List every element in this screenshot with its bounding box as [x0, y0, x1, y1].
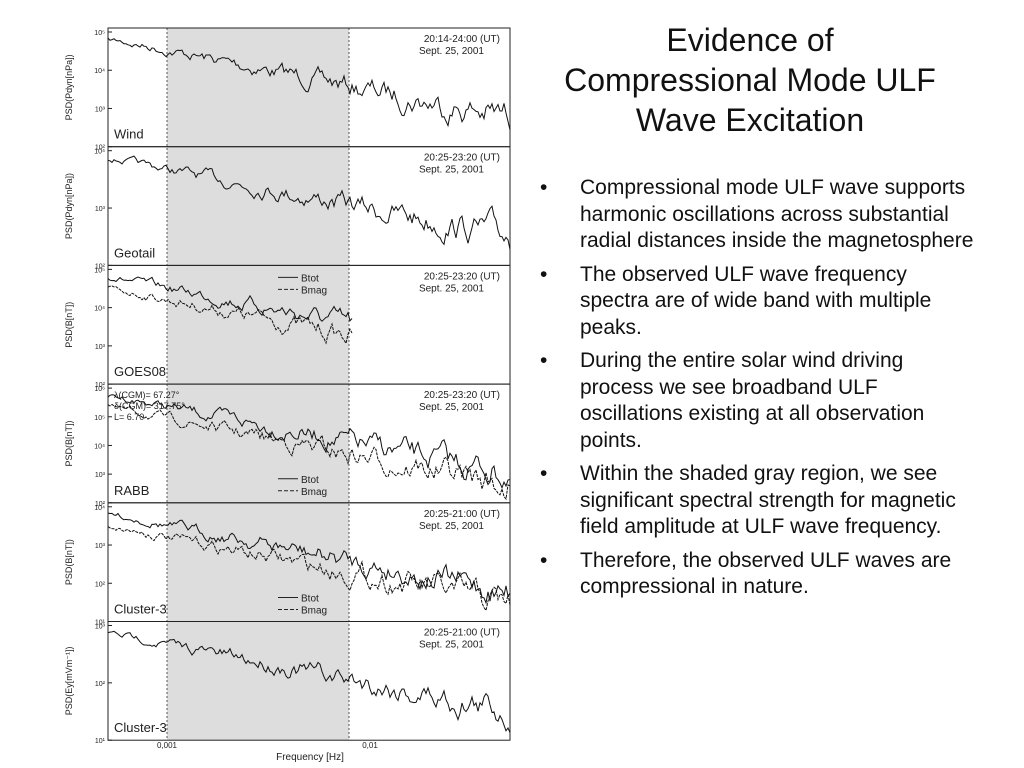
- spectrum-trace: [107, 285, 353, 345]
- legend-label: Btot: [301, 594, 319, 605]
- y-tick-label: 10²: [95, 501, 106, 508]
- bullet-list: Compressional mode ULF wave supports har…: [535, 175, 975, 608]
- panel-label: Geotail: [114, 245, 155, 260]
- y-tick-label: 10²: [95, 681, 106, 688]
- panel-label: Cluster-3: [114, 720, 167, 735]
- spectrum-trace: [107, 394, 511, 490]
- title-line: Compressional Mode ULF: [564, 62, 936, 98]
- legend-label: Btot: [301, 475, 319, 486]
- x-axis-label: Frequency [Hz]: [276, 752, 344, 763]
- panel-time: 20:25-21:00 (UT): [424, 628, 500, 639]
- panel-time: 20:25-23:20 (UT): [424, 153, 500, 164]
- title-line: Evidence of: [666, 22, 834, 58]
- y-tick-label: 10¹: [95, 738, 106, 745]
- panel-time: 20:25-23:20 (UT): [424, 390, 500, 401]
- y-axis-label: PSD(Pdyn[nPa]): [64, 54, 74, 120]
- title-line: Wave Excitation: [635, 102, 865, 138]
- panel-date: Sept. 25, 2001: [419, 402, 484, 413]
- panel-label: RABB: [114, 483, 149, 498]
- x-tick-label: 0,01: [362, 741, 378, 750]
- bullet: The observed ULF wave frequency spectra …: [535, 262, 975, 342]
- slide-title: Evidence of Compressional Mode ULF Wave Ex…: [525, 20, 975, 140]
- y-tick-label: 10²: [95, 382, 106, 389]
- bullet: Therefore, the observed ULF waves are co…: [535, 548, 975, 601]
- y-tick-label: 10⁶: [94, 386, 105, 393]
- spectrum-trace: [107, 155, 511, 250]
- y-tick-label: 10³: [95, 344, 106, 351]
- y-tick-label: 10⁵: [94, 415, 105, 422]
- y-tick-label: 10²: [95, 145, 106, 152]
- y-axis-label: PSD(Ey[mVm⁻¹]): [64, 646, 74, 715]
- y-tick-label: 10³: [95, 624, 106, 631]
- panel-date: Sept. 25, 2001: [419, 521, 484, 532]
- y-tick-label: 10⁵: [94, 30, 105, 37]
- bullet: During the entire solar wind driving pro…: [535, 348, 975, 454]
- y-tick-label: 10⁴: [94, 149, 105, 156]
- bullet: Within the shaded gray region, we see si…: [535, 461, 975, 541]
- y-tick-label: 10³: [95, 543, 106, 550]
- legend-label: Bmag: [301, 606, 327, 617]
- y-tick-label: 10⁴: [94, 505, 105, 512]
- spectrum-trace: [107, 403, 511, 501]
- y-tick-label: 10⁴: [94, 68, 105, 75]
- panel-date: Sept. 25, 2001: [419, 283, 484, 294]
- y-tick-label: 10⁴: [94, 306, 105, 313]
- y-tick-label: 10⁴: [94, 443, 105, 450]
- spectrum-trace: [107, 512, 511, 605]
- spectrum-trace: [107, 526, 511, 612]
- spectrum-trace: [107, 630, 511, 733]
- y-tick-label: 10³: [95, 106, 106, 113]
- panel-time: 20:14-24:00 (UT): [424, 34, 500, 45]
- panel-time: 20:25-23:20 (UT): [424, 271, 500, 282]
- y-axis-label: PSD(Pdyn[nPa]): [64, 173, 74, 239]
- panel-label: GOES08: [114, 364, 166, 379]
- panel-date: Sept. 25, 2001: [419, 640, 484, 651]
- y-axis-label: PSD(B[nT]): [64, 539, 74, 585]
- y-axis-label: PSD(B[nT]): [64, 420, 74, 466]
- panel-frame: [107, 621, 511, 741]
- figure: Frequency [Hz] 0,001 0,01 10⁵ 10⁴ 10³ 10² PS…: [64, 27, 511, 763]
- panel-date: Sept. 25, 2001: [419, 165, 484, 176]
- y-tick-label: 10¹: [95, 620, 106, 627]
- bullet: Compressional mode ULF wave supports har…: [535, 175, 975, 255]
- y-tick-label: 10³: [95, 206, 106, 213]
- panel-date: Sept. 25, 2001: [419, 46, 484, 57]
- spectrum-trace: [107, 276, 353, 322]
- y-tick-label: 10³: [95, 472, 106, 479]
- panel-label: Wind: [114, 127, 144, 142]
- x-tick-label: 0,001: [157, 741, 178, 750]
- annotation: δ(CGM)= 317.75°: [114, 401, 185, 411]
- y-tick-label: 10²: [95, 581, 106, 588]
- annotation: L= 6.70: [114, 412, 144, 422]
- annotation: λ(CGM)= 67.27°: [114, 390, 180, 400]
- panel-time: 20:25-21:00 (UT): [424, 509, 500, 520]
- y-tick-label: 10⁵: [94, 267, 105, 274]
- legend-label: Bmag: [301, 285, 327, 296]
- legend-label: Bmag: [301, 487, 327, 498]
- spectrum-trace: [107, 37, 511, 131]
- panel-label: Cluster-3: [114, 602, 167, 617]
- legend-label: Btot: [301, 273, 319, 284]
- y-axis-label: PSD(B[nT]): [64, 302, 74, 348]
- y-tick-label: 10²: [95, 263, 106, 270]
